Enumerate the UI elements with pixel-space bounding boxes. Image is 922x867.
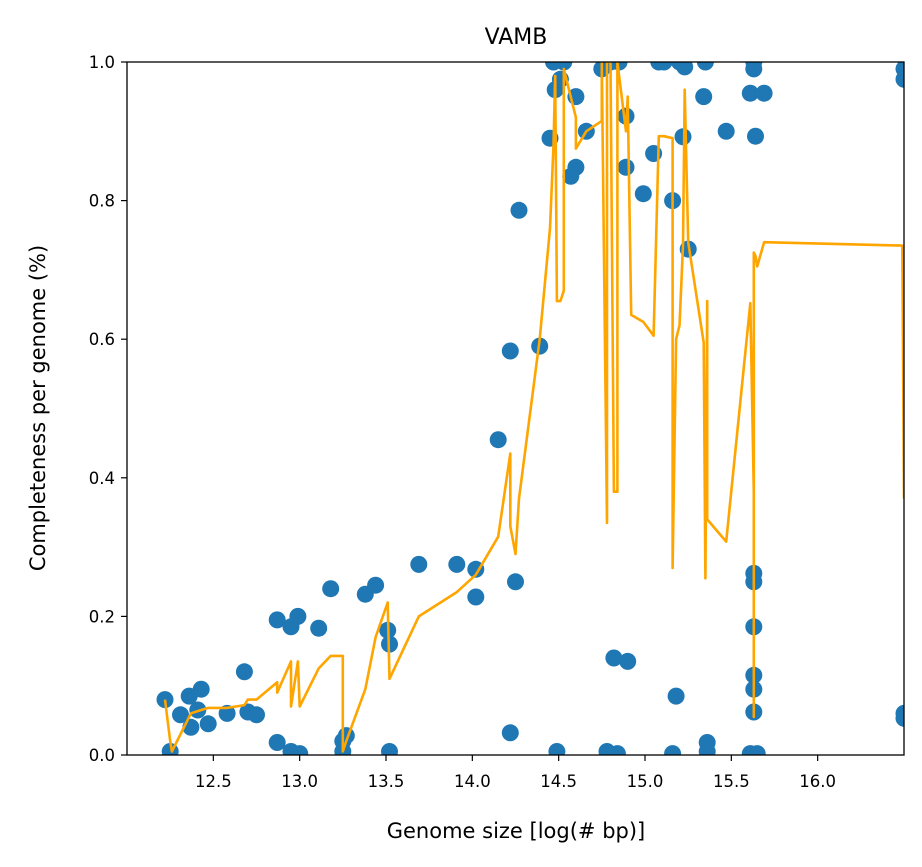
scatter-point — [381, 743, 398, 755]
x-tick-label: 13.5 — [368, 772, 405, 791]
x-axis-label: Genome size [log(# bp)] — [387, 819, 646, 843]
scatter-point — [664, 745, 682, 755]
scatter-point — [268, 611, 286, 629]
scatter-point — [289, 607, 307, 625]
scatter-point — [555, 62, 573, 71]
scatter-point — [235, 663, 253, 681]
scatter-point — [367, 576, 385, 594]
scatter-point — [467, 588, 485, 606]
x-tick-label: 14.5 — [540, 772, 577, 791]
scatter-point — [310, 619, 328, 637]
x-tick-label: 16.0 — [799, 772, 836, 791]
scatter-point — [410, 555, 428, 573]
scatter-point — [676, 62, 694, 76]
scatter-point — [448, 555, 466, 573]
scatter-point — [695, 88, 713, 106]
plot-frame — [126, 61, 905, 756]
x-tick-label: 15.5 — [713, 772, 750, 791]
y-tick-label: 0.2 — [89, 607, 115, 626]
y-tick-label: 0.6 — [89, 330, 115, 349]
scatter-point — [510, 201, 528, 219]
x-tick-label: 15.0 — [627, 772, 664, 791]
y-tick-label: 0.0 — [89, 746, 115, 765]
scatter-point — [755, 84, 773, 102]
scatter-point — [655, 62, 673, 71]
scatter-point — [501, 342, 519, 360]
y-axis: 0.0 0.2 0.4 0.6 0.8 1.0 — [89, 53, 127, 765]
scatter-point — [605, 649, 623, 667]
scatter-point — [619, 652, 637, 670]
scatter-point — [748, 745, 766, 755]
scatter-point — [717, 122, 735, 140]
scatter-point — [608, 745, 626, 755]
scatter-point — [507, 573, 524, 591]
scatter-point — [291, 745, 309, 755]
scatter-point — [698, 743, 716, 755]
scatter-point — [667, 687, 685, 705]
scatter-point — [617, 158, 635, 176]
scatter-point — [199, 715, 217, 733]
scatter-series — [156, 62, 904, 755]
y-axis-label: Completeness per genome (%) — [26, 245, 50, 571]
scatter-point — [248, 706, 265, 724]
y-tick-label: 1.0 — [89, 53, 115, 72]
y-tick-label: 0.8 — [89, 192, 115, 211]
scatter-point — [268, 734, 286, 751]
chart-title: VAMB — [485, 25, 548, 50]
scatter-point — [501, 724, 519, 742]
scatter-point — [489, 431, 507, 449]
scatter-point — [895, 709, 904, 727]
scatter-point — [747, 127, 764, 145]
scatter-point — [741, 84, 759, 102]
scatter-point — [192, 680, 210, 698]
scatter-point — [567, 158, 585, 176]
scatter-point — [696, 62, 714, 71]
y-tick-label: 0.4 — [89, 469, 115, 488]
x-axis: 12.5 13.0 13.5 14.0 14.5 15.0 15.5 16.0 — [195, 755, 836, 791]
scatter-point — [745, 62, 763, 78]
scatter-point — [172, 706, 189, 724]
scatter-point — [895, 70, 904, 88]
x-tick-label: 13.0 — [281, 772, 318, 791]
trend-line — [163, 62, 904, 753]
scatter-point — [548, 743, 566, 755]
x-tick-label: 12.5 — [195, 772, 232, 791]
scatter-point — [634, 185, 652, 203]
scatter-point — [322, 580, 340, 598]
x-tick-label: 14.0 — [454, 772, 491, 791]
